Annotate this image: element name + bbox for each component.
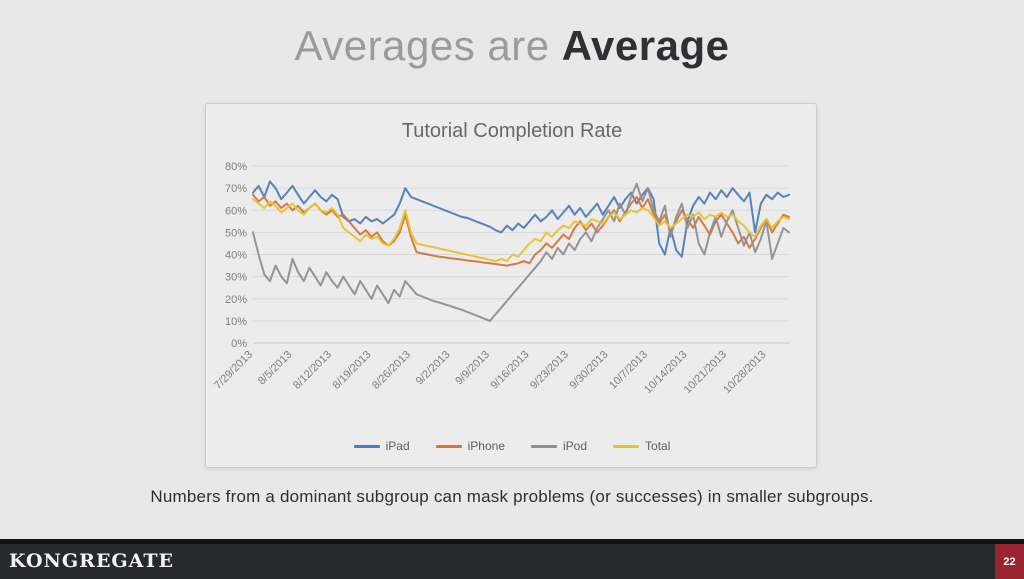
legend-swatch-total	[613, 444, 640, 448]
legend-swatch-ipod	[531, 444, 557, 448]
x-axis-tick-label: 7/29/2013	[212, 349, 255, 392]
footer-bar: KONGREGATE 22	[0, 544, 1024, 579]
legend-swatch-iphone	[435, 444, 462, 448]
x-axis-tick-label: 9/23/2013	[528, 349, 571, 392]
y-axis-tick-label: 10%	[225, 316, 247, 328]
y-axis-tick-label: 50%	[225, 227, 247, 239]
x-axis-tick-label: 8/26/2013	[370, 349, 413, 392]
legend-item-iphone: iPhone	[435, 439, 505, 453]
chart-panel: Tutorial Completion Rate 0% 10% 20% 30% 40% 5…	[205, 103, 817, 468]
page-number-badge: 22	[995, 544, 1024, 579]
x-axis-tick-label: 8/12/2013	[291, 349, 334, 392]
legend-label-ipad: iPad	[385, 439, 410, 453]
x-axis-tick-label: 8/5/2013	[256, 349, 295, 388]
kongregate-logo: KONGREGATE	[9, 550, 174, 572]
legend-item-total: Total	[613, 439, 670, 453]
x-axis-tick-label: 9/9/2013	[453, 349, 492, 388]
chart-title: Tutorial Completion Rate	[401, 120, 623, 142]
legend-swatch-ipad	[353, 444, 380, 448]
y-axis-tick-label: 40%	[225, 250, 247, 262]
slide-title-regular: Averages are	[294, 22, 550, 69]
slide-title-bold: Average	[561, 22, 730, 69]
chart-legend: iPad iPhone iPod Total	[206, 439, 818, 453]
legend-label-ipod: iPod	[563, 439, 588, 453]
slide-caption: Numbers from a dominant subgroup can mas…	[150, 487, 874, 506]
legend-item-ipod: iPod	[531, 439, 587, 453]
x-axis-tick-label: 8/19/2013	[331, 349, 374, 392]
legend-label-total: Total	[645, 439, 671, 453]
series-line-total	[252, 198, 790, 263]
x-axis-tick-label: 10/28/2013	[721, 349, 768, 396]
series-line-ipad	[252, 180, 790, 258]
legend-label-iphone: iPhone	[467, 439, 505, 453]
y-axis-tick-label: 60%	[225, 205, 247, 217]
x-axis-tick-label: 9/30/2013	[567, 349, 610, 392]
x-axis-tick-label: 9/2/2013	[414, 349, 453, 388]
y-axis-tick-label: 20%	[225, 294, 247, 306]
x-axis-tick-label: 9/16/2013	[488, 349, 531, 392]
y-axis-tick-label: 80%	[225, 161, 247, 173]
slide-title: Averages are Average	[0, 22, 1024, 70]
legend-item-ipad: iPad	[353, 439, 410, 453]
tutorial-completion-chart: 0% 10% 20% 30% 40% 50% 60% 70% 80% 7/29/2013 8/5/2…	[212, 161, 790, 396]
y-axis-tick-label: 30%	[225, 272, 247, 284]
y-axis-tick-label: 0%	[231, 338, 247, 350]
series-line-iphone	[252, 193, 790, 267]
series-line-ipod	[252, 182, 790, 322]
y-axis-tick-label: 70%	[225, 183, 247, 195]
